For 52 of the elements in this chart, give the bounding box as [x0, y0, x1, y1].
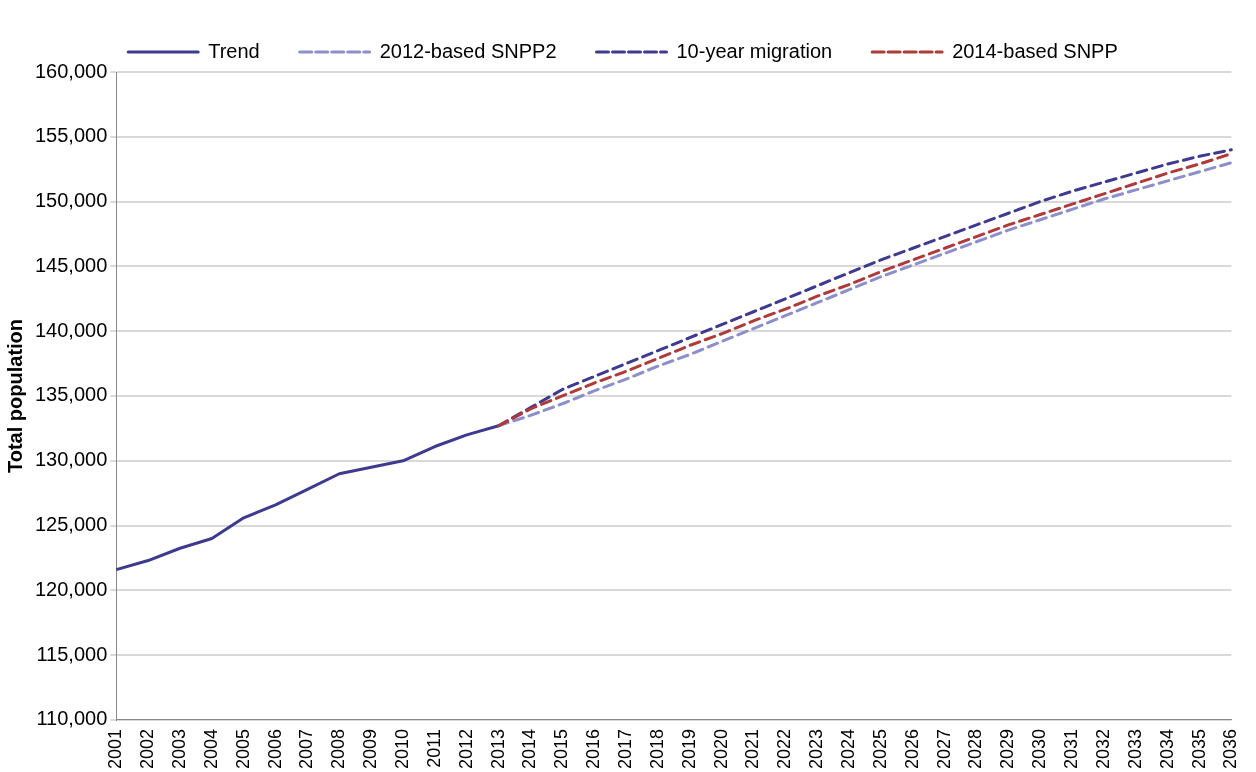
legend-label: Trend	[208, 39, 260, 62]
x-tick-label: 2035	[1188, 728, 1209, 769]
x-tick-label: 2001	[105, 728, 126, 769]
x-tick-label: 2030	[1029, 728, 1050, 769]
x-tick-label: 2015	[551, 728, 572, 769]
x-tick-label: 2033	[1124, 728, 1145, 769]
x-tick-label: 2012	[455, 728, 476, 769]
y-tick-label: 110,000	[36, 707, 108, 730]
x-tick-label: 2018	[646, 728, 667, 769]
x-tick-label: 2004	[200, 728, 221, 769]
x-tick-label: 2029	[997, 728, 1018, 769]
x-tick-label: 2032	[1092, 728, 1113, 769]
x-tick-label: 2013	[487, 728, 508, 769]
x-tick-label: 2011	[423, 728, 444, 768]
x-tick-label: 2024	[838, 728, 859, 769]
y-tick-label: 135,000	[35, 383, 108, 406]
y-tick-label: 125,000	[35, 513, 108, 536]
x-tick-label: 2026	[901, 728, 922, 769]
x-tick-label: 2034	[1156, 728, 1177, 769]
x-tick-label: 2014	[519, 728, 540, 769]
x-tick-label: 2020	[710, 728, 731, 769]
x-tick-label: 2005	[232, 728, 253, 769]
x-tick-label: 2022	[774, 728, 795, 769]
y-tick-label: 130,000	[35, 448, 108, 471]
x-tick-label: 2010	[392, 728, 412, 769]
x-tick-label: 2009	[360, 728, 381, 769]
x-tick-label: 2008	[328, 728, 349, 769]
x-tick-label: 2025	[869, 728, 890, 769]
y-tick-label: 155,000	[35, 124, 108, 147]
x-tick-label: 2028	[965, 728, 986, 769]
x-tick-label: 2007	[296, 728, 317, 769]
legend-label: 10-year migration	[676, 39, 833, 62]
y-tick-label: 145,000	[35, 253, 108, 276]
x-tick-label: 2027	[933, 728, 954, 769]
legend-label: 2012-based SNPP2	[379, 39, 557, 62]
y-axis-title: Total population	[3, 318, 26, 473]
x-tick-label: 2016	[583, 728, 604, 769]
x-tick-label: 2021	[742, 728, 763, 769]
y-tick-label: 120,000	[35, 577, 108, 600]
x-tick-label: 2003	[168, 728, 189, 769]
x-tick-label: 2006	[264, 728, 285, 769]
y-tick-label: 150,000	[35, 189, 108, 212]
y-tick-label: 140,000	[35, 318, 108, 341]
legend-label: 2014-based SNPP	[952, 39, 1118, 62]
x-tick-label: 2017	[615, 728, 636, 769]
y-tick-label: 160,000	[35, 59, 108, 82]
x-tick-label: 2023	[806, 728, 827, 769]
y-tick-label: 115,000	[36, 642, 108, 665]
x-tick-label: 2031	[1061, 728, 1082, 769]
x-tick-label: 2019	[678, 728, 699, 769]
x-tick-label: 2002	[137, 728, 158, 769]
x-tick-label: 2036	[1220, 728, 1241, 769]
